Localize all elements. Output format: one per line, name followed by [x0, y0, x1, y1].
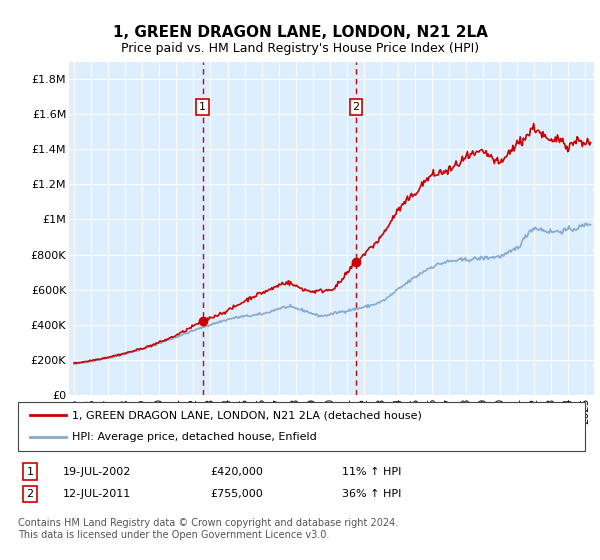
Text: 1, GREEN DRAGON LANE, LONDON, N21 2LA (detached house): 1, GREEN DRAGON LANE, LONDON, N21 2LA (d…: [72, 410, 422, 421]
Text: 2: 2: [352, 102, 359, 112]
Text: 36% ↑ HPI: 36% ↑ HPI: [342, 489, 401, 499]
Text: 1, GREEN DRAGON LANE, LONDON, N21 2LA: 1, GREEN DRAGON LANE, LONDON, N21 2LA: [113, 25, 487, 40]
Text: 12-JUL-2011: 12-JUL-2011: [63, 489, 131, 499]
Text: Contains HM Land Registry data © Crown copyright and database right 2024.
This d: Contains HM Land Registry data © Crown c…: [18, 519, 398, 540]
Text: HPI: Average price, detached house, Enfield: HPI: Average price, detached house, Enfi…: [72, 432, 317, 442]
Text: £755,000: £755,000: [210, 489, 263, 499]
Text: 11% ↑ HPI: 11% ↑ HPI: [342, 466, 401, 477]
Text: Price paid vs. HM Land Registry's House Price Index (HPI): Price paid vs. HM Land Registry's House …: [121, 42, 479, 55]
Text: 1: 1: [199, 102, 206, 112]
Text: 19-JUL-2002: 19-JUL-2002: [63, 466, 131, 477]
Text: 2: 2: [26, 489, 34, 499]
Text: 1: 1: [26, 466, 34, 477]
Text: £420,000: £420,000: [210, 466, 263, 477]
